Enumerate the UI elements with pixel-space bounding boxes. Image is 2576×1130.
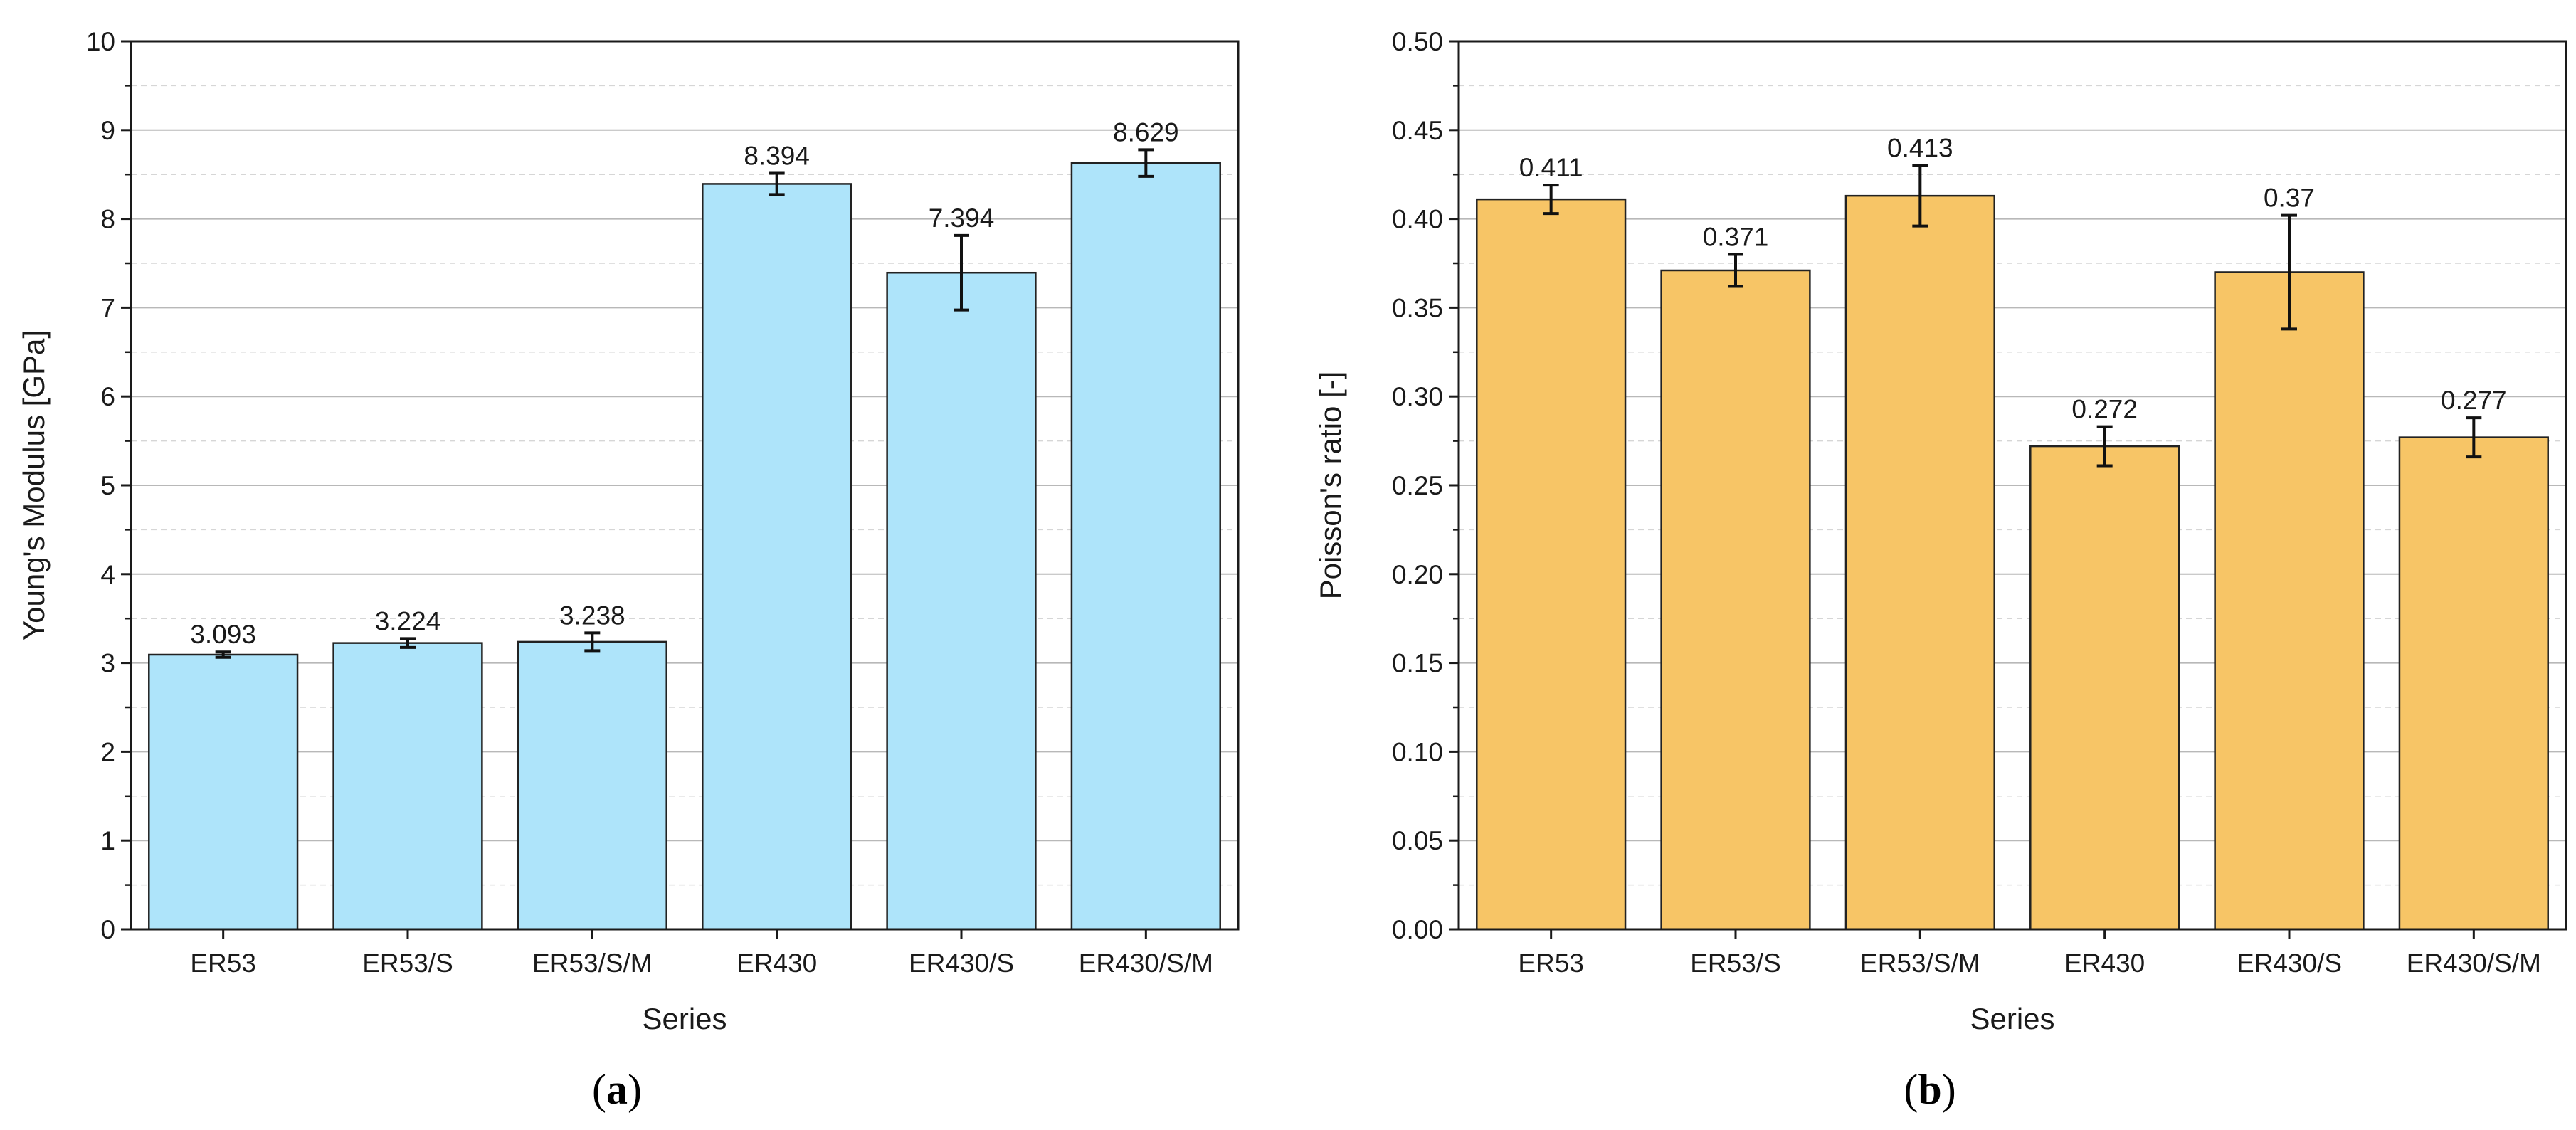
y-axis-title: Young's Modulus [GPa] (17, 330, 51, 640)
x-tick-label: ER430/S/M (2407, 949, 2541, 978)
error-bar (954, 233, 969, 312)
y-tick-label: 9 (100, 116, 115, 145)
error-bar (2281, 213, 2297, 331)
bar-er430 (702, 183, 852, 931)
bar-er53-s (332, 642, 483, 931)
y-tick-label: 2 (100, 737, 115, 766)
chart-b: 0.411 0.371 0.413 0.272 0.37 0.277 0.00 0.05 0.1… (1314, 27, 2567, 1035)
error-bar (400, 637, 416, 649)
bar-er53 (148, 653, 299, 931)
x-tick-label: ER53/S/M (1860, 949, 1980, 978)
error-bar (2466, 416, 2482, 459)
bar-er53 (1476, 198, 1627, 931)
data-label: 0.371 (1703, 223, 1769, 252)
x-tick-label: ER430 (737, 949, 817, 978)
data-label: 3.238 (559, 601, 625, 630)
data-label: 7.394 (929, 204, 995, 233)
y-axis-title: Poisson's ratio [-] (1314, 371, 1347, 600)
y-tick-label: 0 (100, 915, 115, 944)
bar-er53-s-m (517, 640, 667, 931)
bar-er430-s (2214, 271, 2365, 931)
bar-er53-s-m (1844, 194, 1995, 931)
bar-er430-s-m (2398, 436, 2549, 931)
x-tick-label: ER53/S (362, 949, 453, 978)
chart-a: 3.093 3.224 3.238 8.394 7.394 8.629 0 1 2 3 4 5 6 7 8 9… (17, 27, 1240, 1035)
x-tick-label: ER430/S/M (1079, 949, 1213, 978)
y-tick-label: 0.10 (1392, 737, 1443, 766)
y-tick-label: 0.50 (1392, 27, 1443, 56)
x-tick-label: ER430/S (909, 949, 1014, 978)
caption-letter: b (1918, 1066, 1941, 1113)
y-tick-label: 0.45 (1392, 116, 1443, 145)
bar-er53-s (1660, 269, 1811, 931)
data-label: 8.394 (744, 141, 810, 170)
bar-er430-s (886, 271, 1037, 931)
y-tick-label: 0.35 (1392, 293, 1443, 322)
data-label: 0.411 (1519, 153, 1583, 182)
x-axis-title: Series (1970, 1002, 2054, 1035)
error-bar (2096, 425, 2113, 468)
x-tick-label: ER430/S (2237, 949, 2342, 978)
data-label: 0.272 (2071, 395, 2138, 424)
x-tick-label: ER53/S/M (532, 949, 653, 978)
data-label: 3.224 (375, 606, 441, 635)
error-bar (584, 631, 601, 653)
data-label: 3.093 (190, 620, 256, 649)
error-bar (1138, 148, 1154, 178)
x-tick-label: ER53 (1518, 949, 1584, 978)
y-tick-label: 7 (100, 293, 115, 322)
error-bar (1728, 253, 1743, 288)
y-tick-label: 5 (100, 471, 115, 500)
error-bar (769, 171, 785, 196)
error-bar (1912, 164, 1928, 228)
y-tick-label: 0.40 (1392, 205, 1443, 234)
y-tick-label: 3 (100, 649, 115, 678)
data-label: 8.629 (1113, 117, 1179, 147)
data-label: 0.37 (2264, 184, 2315, 213)
caption-b: (b) (1904, 1066, 1955, 1113)
y-tick-label: 0.30 (1392, 382, 1443, 411)
y-tick-label: 0.20 (1392, 560, 1443, 589)
error-bar (215, 650, 231, 659)
y-tick-label: 8 (100, 205, 115, 234)
x-tick-label: ER53 (190, 949, 256, 978)
data-label: 0.413 (1887, 134, 1953, 163)
y-tick-label: 0.00 (1392, 915, 1443, 944)
y-tick-label: 0.25 (1392, 471, 1443, 500)
data-label: 0.277 (2441, 386, 2507, 415)
bar-er430-s-m (1070, 162, 1221, 931)
error-bar (1543, 184, 1559, 216)
y-tick-label: 1 (100, 826, 115, 855)
x-tick-label: ER430 (2064, 949, 2145, 978)
y-tick-label: 6 (100, 382, 115, 411)
x-tick-label: ER53/S (1690, 949, 1781, 978)
x-axis-title: Series (642, 1002, 727, 1035)
bar-er430 (2029, 445, 2180, 931)
y-tick-label: 0.05 (1392, 826, 1443, 855)
caption-a: (a) (592, 1066, 642, 1113)
y-tick-label: 10 (86, 27, 115, 56)
caption-letter: a (606, 1066, 628, 1113)
y-tick-label: 0.15 (1392, 649, 1443, 678)
y-tick-label: 4 (100, 560, 115, 589)
